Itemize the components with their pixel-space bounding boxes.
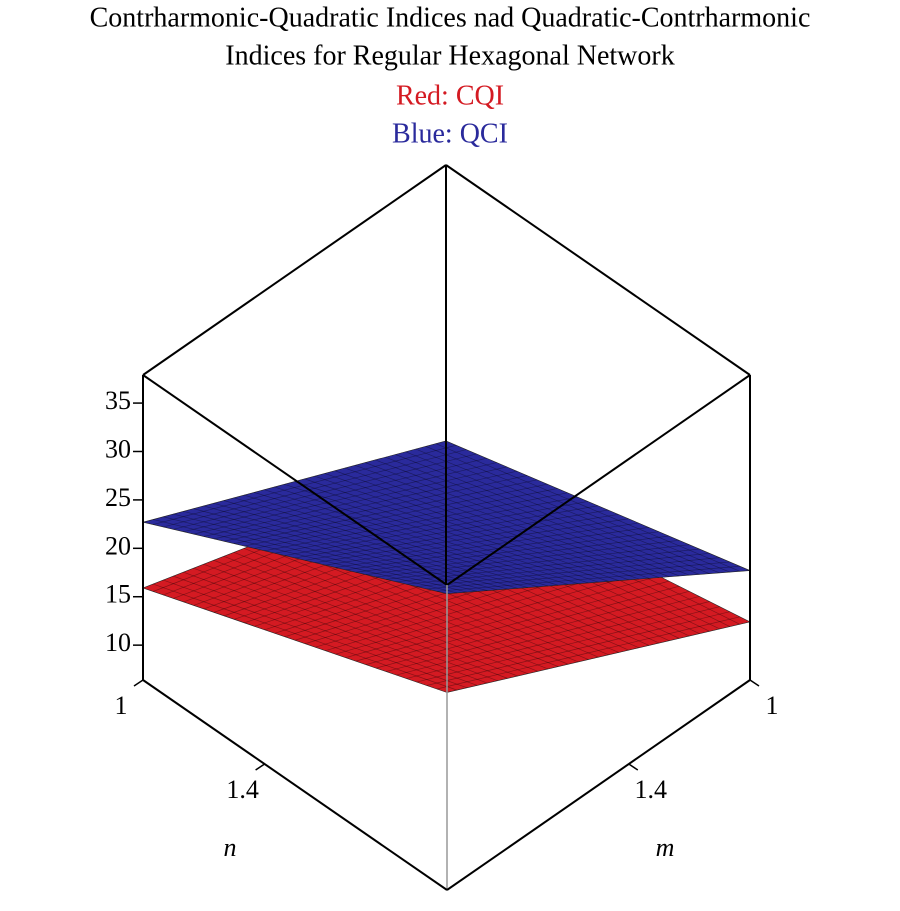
box-edge (142, 164, 447, 376)
mesh-line (426, 611, 730, 686)
x-tick (255, 763, 266, 771)
legend-entry: Red: CQI (396, 80, 504, 111)
mesh-line (223, 475, 528, 542)
y-tick (628, 763, 639, 771)
mesh-line (153, 519, 458, 594)
mesh-line (365, 462, 670, 578)
mesh-line (264, 492, 568, 552)
mesh-line (213, 559, 518, 677)
x-tick (133, 679, 144, 687)
mesh-line (173, 513, 478, 592)
mesh-line (203, 563, 508, 679)
mesh-line (334, 470, 640, 580)
mesh-line (284, 501, 588, 556)
mesh-line (355, 575, 659, 662)
mesh-line (355, 531, 659, 573)
mesh-line (375, 585, 680, 669)
mesh-line (314, 475, 619, 581)
mesh-line (274, 486, 579, 585)
mesh-line (385, 456, 690, 576)
mesh-line (416, 557, 720, 587)
z-tick-label: 30 (105, 434, 131, 463)
mesh-line (163, 579, 468, 689)
mesh-line (305, 509, 609, 561)
mesh-line (405, 451, 710, 574)
mesh-line (163, 516, 468, 593)
box-edge (142, 374, 448, 586)
mesh-line (335, 522, 639, 568)
chart-title: Indices for Regular Hexagonal Network (225, 40, 674, 71)
box-edge (446, 679, 751, 891)
mesh-line (264, 489, 569, 585)
mesh-line (163, 449, 467, 528)
box-edge (142, 679, 448, 891)
mesh-line (213, 502, 518, 589)
x-tick-label: 1.4 (226, 775, 259, 804)
mesh-line (253, 544, 559, 667)
y-tick (749, 679, 760, 687)
mesh-line (173, 575, 478, 686)
mesh-line (415, 448, 720, 574)
legend-entry: Blue: QCI (392, 118, 508, 149)
mesh-line (345, 527, 649, 571)
mesh-line (244, 483, 548, 547)
mesh-line (253, 492, 559, 586)
z-tick-label: 10 (105, 628, 131, 657)
x-tick-label: 1 (115, 691, 128, 720)
mesh-line (203, 466, 507, 537)
mesh-line (153, 444, 457, 525)
mesh-line (234, 479, 538, 544)
mesh-line (386, 544, 690, 580)
mesh-line (365, 535, 669, 575)
mesh-line (345, 570, 649, 658)
y-axis-label: m (656, 833, 675, 862)
mesh-line (254, 488, 558, 549)
mesh-line (324, 473, 629, 581)
mesh-line (203, 505, 508, 590)
mesh-line (284, 483, 589, 584)
y-tick-label: 1.4 (635, 775, 668, 804)
x-axis-label: n (224, 833, 237, 862)
mesh-line (325, 518, 629, 566)
mesh-line (183, 571, 488, 684)
mesh-line (365, 580, 670, 665)
mesh-line (426, 561, 730, 590)
mesh-line (406, 601, 710, 679)
mesh-line (435, 443, 741, 572)
mesh-line (416, 606, 720, 683)
mesh-line (274, 496, 578, 554)
box-edge (446, 374, 751, 586)
chart-title: Contrharmonic-Quadratic Indices nad Quad… (90, 2, 811, 33)
mesh-line (354, 464, 660, 578)
mesh-line (223, 500, 528, 588)
z-tick-label: 15 (105, 580, 131, 609)
mesh-line (436, 616, 740, 690)
mesh-line (243, 494, 549, 587)
z-tick-label: 25 (105, 483, 131, 512)
z-tick-label: 20 (105, 531, 131, 560)
mesh-line (315, 514, 619, 564)
mesh-line (233, 551, 539, 672)
mesh-line (344, 467, 650, 579)
mesh-line (223, 555, 528, 674)
mesh-line (436, 565, 740, 592)
mesh-line (386, 590, 690, 672)
mesh-line (152, 583, 458, 691)
mesh-line (375, 459, 680, 577)
z-tick-label: 35 (105, 386, 131, 415)
mesh-line (173, 453, 477, 530)
mesh-line (243, 548, 549, 670)
box-edge (445, 164, 751, 376)
mesh-line (304, 478, 609, 582)
mesh-line (183, 457, 487, 533)
mesh-line (213, 470, 518, 540)
mesh-line (425, 446, 730, 573)
y-tick-label: 1 (766, 691, 779, 720)
